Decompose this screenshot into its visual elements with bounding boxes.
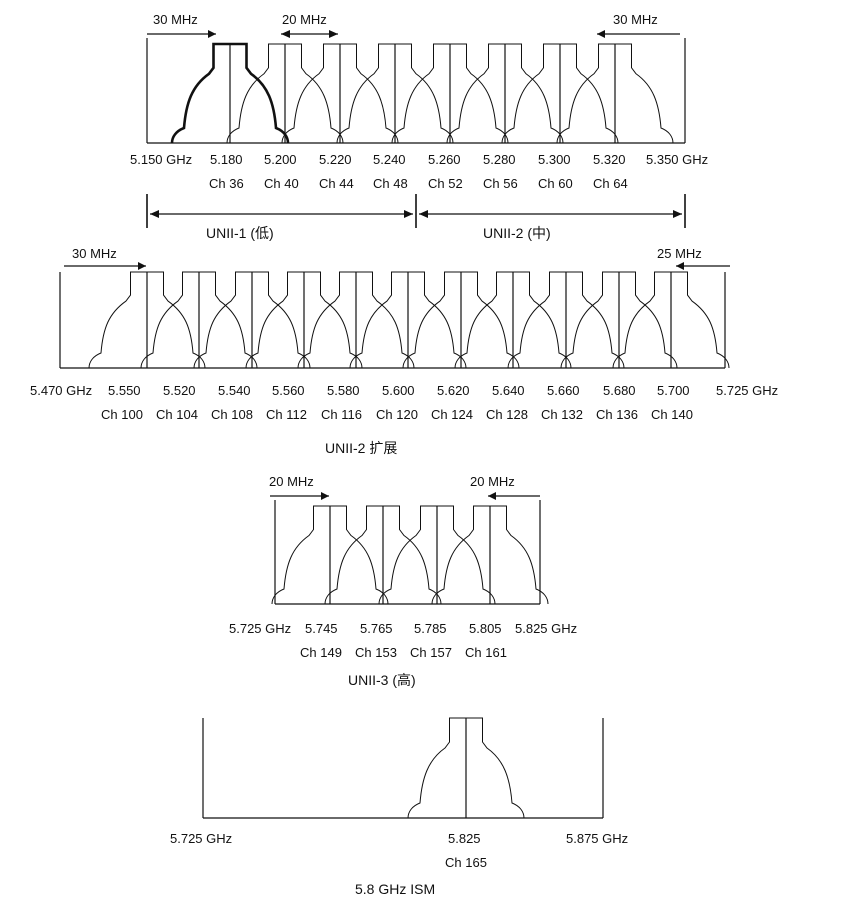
arrowhead <box>281 30 290 38</box>
channel-label: Ch 120 <box>376 407 418 422</box>
channel-label: Ch 136 <box>596 407 638 422</box>
channel-label: Ch 165 <box>445 855 487 870</box>
freq-label: 5.540 <box>218 383 251 398</box>
arrowhead <box>488 492 496 500</box>
band-label-ism: 5.8 GHz ISM <box>355 881 435 897</box>
freq-label: 5.785 <box>414 621 447 636</box>
arrowhead <box>321 492 329 500</box>
arrowhead <box>419 210 428 218</box>
freq-label: 5.745 <box>305 621 338 636</box>
freq-label: 5.765 <box>360 621 393 636</box>
freq-label: 5.725 GHz <box>716 383 778 398</box>
freq-label: 5.260 <box>428 152 461 167</box>
spacing-label-right: 20 MHz <box>470 474 515 489</box>
band-label-unii-1: UNII-1 (低) <box>206 225 274 241</box>
channel-label: Ch 128 <box>486 407 528 422</box>
ism-section: 5.725 GHz 5.825 5.875 GHz Ch 165 5.8 GHz… <box>170 831 628 897</box>
freq-label: 5.640 <box>492 383 525 398</box>
channel-label: Ch 153 <box>355 645 397 660</box>
channel-label: Ch 60 <box>538 176 573 191</box>
band-boundaries <box>59 38 726 819</box>
channel-label: Ch 116 <box>321 407 362 422</box>
freq-label: 5.150 GHz <box>130 152 192 167</box>
spacing-label-right: 30 MHz <box>613 12 658 27</box>
freq-label: 5.280 <box>483 152 516 167</box>
channel-label: Ch 64 <box>593 176 628 191</box>
channel-label: Ch 100 <box>101 407 143 422</box>
freq-label: 5.470 GHz <box>30 383 92 398</box>
channel-label: Ch 48 <box>373 176 408 191</box>
freq-label: 5.580 <box>327 383 360 398</box>
channel-label: Ch 132 <box>541 407 583 422</box>
spacing-label-right: 25 MHz <box>657 246 702 261</box>
freq-label: 5.725 GHz <box>170 831 232 846</box>
freq-label: 5.600 <box>382 383 415 398</box>
channel-label: Ch 157 <box>410 645 452 660</box>
channel-label: Ch 108 <box>211 407 253 422</box>
freq-label: 5.180 <box>210 152 243 167</box>
freq-label: 5.620 <box>437 383 470 398</box>
freq-label: 5.240 <box>373 152 406 167</box>
freq-label: 5.825 GHz <box>515 621 577 636</box>
channel-label: Ch 140 <box>651 407 693 422</box>
freq-label: 5.805 <box>469 621 502 636</box>
channel-label: Ch 40 <box>264 176 299 191</box>
freq-label: 5.350 GHz <box>646 152 708 167</box>
unii-2-ext-section: 30 MHz 25 MHz 5.470 GHz 5.550 5.520 5.54… <box>30 246 778 456</box>
channel-label: Ch 112 <box>266 407 307 422</box>
freq-label: 5.220 <box>319 152 352 167</box>
arrowhead <box>150 210 159 218</box>
channel-label: Ch 104 <box>156 407 198 422</box>
freq-label: 5.660 <box>547 383 580 398</box>
arrowhead <box>673 210 682 218</box>
freq-label: 5.320 <box>593 152 626 167</box>
freq-label: 5.520 <box>163 383 196 398</box>
spectral-masks <box>88 42 730 819</box>
unii-1-2-section: 30 MHz 20 MHz 30 MHz 5.150 GHz 5.180 5.2… <box>130 12 708 241</box>
channel-label: Ch 44 <box>319 176 354 191</box>
freq-label: 5.725 GHz <box>229 621 291 636</box>
freq-label: 5.560 <box>272 383 305 398</box>
freq-label: 5.300 <box>538 152 571 167</box>
freq-label: 5.825 <box>448 831 481 846</box>
band-label-unii-2: UNII-2 (中) <box>483 225 551 241</box>
spacing-label-left: 30 MHz <box>72 246 117 261</box>
freq-label: 5.875 GHz <box>566 831 628 846</box>
arrowhead <box>597 30 605 38</box>
arrowhead <box>329 30 338 38</box>
freq-label: 5.550 <box>108 383 141 398</box>
channel-label: Ch 56 <box>483 176 518 191</box>
band-label-unii-2-ext: UNII-2 扩展 <box>325 440 397 456</box>
freq-label: 5.680 <box>603 383 636 398</box>
unii-3-section: 20 MHz 20 MHz 5.725 GHz 5.745 5.765 5.78… <box>229 474 577 688</box>
spacing-label-left: 20 MHz <box>269 474 314 489</box>
channel-label: Ch 149 <box>300 645 342 660</box>
channel-label: Ch 36 <box>209 176 244 191</box>
arrowhead <box>138 262 146 270</box>
freq-label: 5.200 <box>264 152 297 167</box>
arrowhead <box>208 30 216 38</box>
band-label-unii-3: UNII-3 (高) <box>348 672 416 688</box>
spacing-arrows <box>64 30 730 500</box>
freq-label: 5.700 <box>657 383 690 398</box>
arrowhead <box>676 262 684 270</box>
channel-label: Ch 161 <box>465 645 507 660</box>
channel-label: Ch 124 <box>431 407 473 422</box>
spacing-label-mid: 20 MHz <box>282 12 327 27</box>
arrowhead <box>404 210 413 218</box>
channel-label: Ch 52 <box>428 176 463 191</box>
spacing-label-left: 30 MHz <box>153 12 198 27</box>
